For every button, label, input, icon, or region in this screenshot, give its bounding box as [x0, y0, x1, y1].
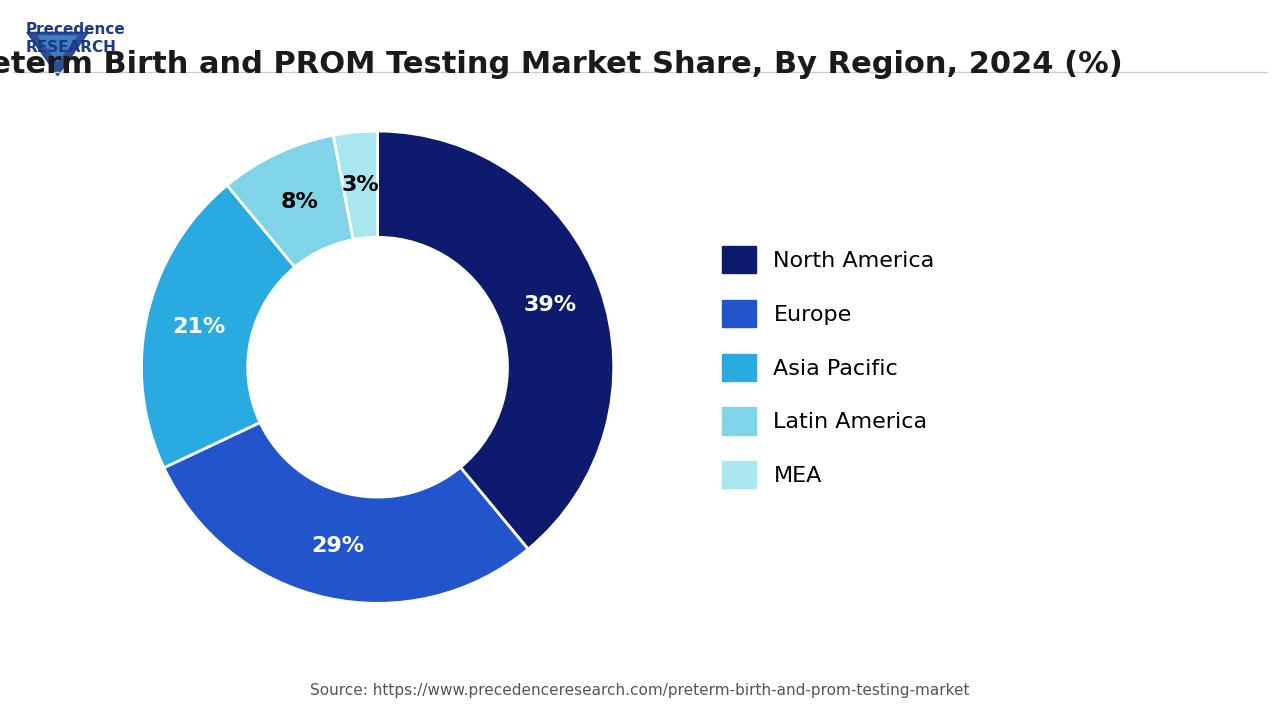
Text: 39%: 39%	[524, 295, 576, 315]
Text: 3%: 3%	[342, 175, 379, 195]
Wedge shape	[333, 131, 378, 240]
Text: Source: https://www.precedenceresearch.com/preterm-birth-and-prom-testing-market: Source: https://www.precedenceresearch.c…	[310, 683, 970, 698]
Text: Precedence
RESEARCH: Precedence RESEARCH	[26, 22, 125, 55]
Text: Preterm Birth and PROM Testing Market Share, By Region, 2024 (%): Preterm Birth and PROM Testing Market Sh…	[0, 50, 1123, 79]
Text: 29%: 29%	[311, 536, 365, 556]
Polygon shape	[38, 36, 77, 61]
Wedge shape	[227, 135, 353, 267]
Text: 8%: 8%	[280, 192, 319, 212]
Legend: North America, Europe, Asia Pacific, Latin America, MEA: North America, Europe, Asia Pacific, Lat…	[713, 237, 943, 498]
Polygon shape	[27, 32, 88, 76]
Text: 21%: 21%	[173, 318, 225, 337]
Wedge shape	[378, 131, 613, 549]
Wedge shape	[164, 423, 529, 603]
Wedge shape	[142, 185, 294, 468]
